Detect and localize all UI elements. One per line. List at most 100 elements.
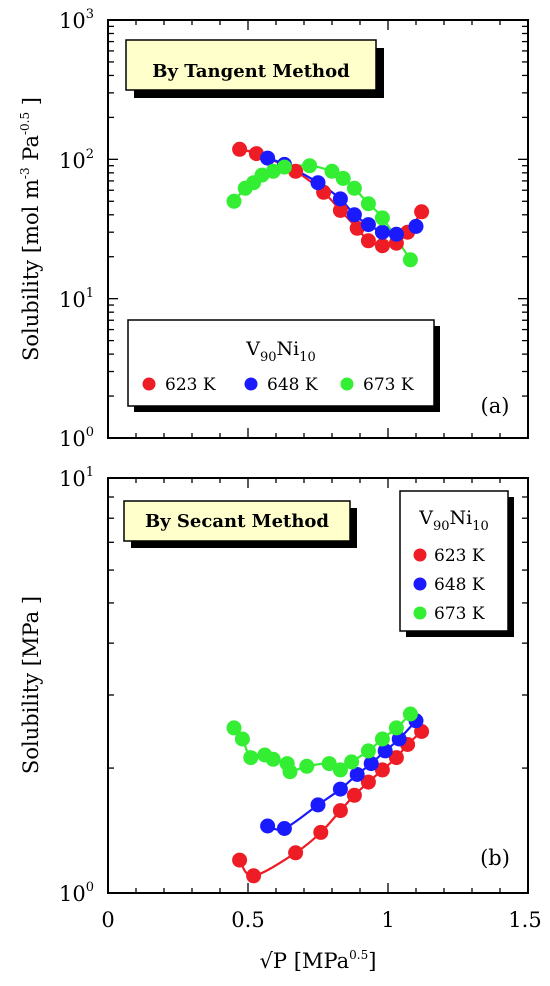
legend-label-b-623: 623 K <box>434 546 485 566</box>
data-point-b-623k <box>313 824 329 840</box>
data-point-a-673k <box>302 158 318 174</box>
data-point-a-648k <box>374 224 390 240</box>
legend-marker-a-648 <box>244 377 258 391</box>
legend-label-a-648: 648 K <box>267 375 318 395</box>
data-point-a-623k <box>232 141 248 157</box>
x-axis: 0 0.5 1 1.5 √P [MPa0.5] <box>101 908 541 973</box>
svg-text:By Secant Method: By Secant Method <box>145 511 329 532</box>
data-point-b-623k <box>360 774 376 790</box>
tick-marks-b <box>107 478 529 894</box>
data-point-a-673k <box>324 163 340 179</box>
tick-marks-a <box>107 20 529 439</box>
x-tick-label-0: 0 <box>101 908 114 932</box>
data-point-b-673k <box>299 758 315 774</box>
svg-text:100: 100 <box>59 880 94 906</box>
legend-a: V90Ni10 623 K 648 K 673 K <box>127 319 440 412</box>
data-point-a-648k <box>388 226 404 242</box>
svg-text:103: 103 <box>59 7 94 33</box>
data-point-b-623k <box>232 852 248 868</box>
data-point-b-673k <box>234 731 250 747</box>
legend-b: V90Ni10 623 K 648 K 673 K <box>399 490 514 637</box>
y-tick-label-a-10: 101 <box>59 286 94 312</box>
svg-text:101: 101 <box>59 286 94 312</box>
y-tick-label-b-10: 101 <box>59 465 94 491</box>
data-point-a-673k <box>276 159 292 175</box>
legend-marker-b-673 <box>413 606 427 620</box>
data-point-b-648k <box>276 821 292 836</box>
data-point-a-623k <box>414 204 430 220</box>
y-tick-label-a-1: 100 <box>59 425 94 451</box>
data-point-b-623k <box>246 868 262 884</box>
svg-text:102: 102 <box>59 147 94 173</box>
callout-a: By Tangent Method <box>125 39 384 98</box>
plot-frame-b <box>107 477 529 894</box>
plot-frame-a <box>107 19 529 439</box>
panel-a: 103 102 101 100 Solubility [mol m-3 Pa-0… <box>18 7 529 451</box>
data-point-b-673k <box>282 764 298 780</box>
data-point-a-673k <box>226 193 242 209</box>
legend-label-b-648: 648 K <box>434 575 485 595</box>
data-point-b-673k <box>332 762 348 778</box>
data-point-a-623k <box>332 202 348 218</box>
legend-marker-b-623 <box>413 548 427 562</box>
legend-marker-a-673 <box>340 377 354 391</box>
legend-label-b-673: 673 K <box>434 604 485 624</box>
data-point-b-673k <box>374 731 390 747</box>
data-point-b-673k <box>321 756 337 772</box>
data-point-a-673k <box>346 180 362 196</box>
data-point-a-623k <box>374 238 390 254</box>
data-point-b-648k <box>349 767 365 782</box>
y-axis-title-b: Solubility [MPa ] <box>19 596 43 774</box>
data-point-b-673k <box>265 751 281 767</box>
x-tick-label-1.5: 1.5 <box>508 908 541 932</box>
legend-marker-b-648 <box>413 577 427 591</box>
svg-text:101: 101 <box>59 465 94 491</box>
data-point-a-648k <box>360 217 376 233</box>
data-point-b-673k <box>360 743 376 759</box>
legend-title-b: V90Ni10 <box>418 507 489 534</box>
data-point-b-648k <box>363 756 379 772</box>
data-point-a-648k <box>346 207 362 223</box>
data-point-a-673k <box>360 196 376 212</box>
data-point-b-673k <box>388 720 404 736</box>
data-point-b-673k <box>243 750 259 766</box>
data-point-b-648k <box>260 818 276 834</box>
legend-label-a-623: 623 K <box>165 375 216 395</box>
legend-label-a-673: 673 K <box>363 375 414 395</box>
y-axis-title-a: Solubility [mol m-3 Pa-0.5 ] <box>18 97 43 361</box>
data-point-b-623k <box>288 845 304 861</box>
callout-b: By Secant Method <box>123 500 357 548</box>
data-point-a-648k <box>408 218 424 234</box>
data-point-b-673k <box>226 720 242 736</box>
legend-marker-a-623 <box>142 377 156 391</box>
data-point-a-648k <box>332 191 348 207</box>
data-point-a-673k <box>335 170 351 186</box>
panel-label-b: (b) <box>480 846 510 870</box>
data-points-b <box>226 706 430 884</box>
panel-label-a: (a) <box>481 394 510 418</box>
data-point-b-648k <box>310 797 326 813</box>
y-tick-label-a-1000: 103 <box>59 7 94 33</box>
data-point-a-648k <box>260 150 276 166</box>
svg-text:By Tangent Method: By Tangent Method <box>152 61 350 82</box>
x-axis-title: √P [MPa0.5] <box>260 948 377 973</box>
data-point-b-623k <box>388 750 404 766</box>
data-point-a-648k <box>310 175 326 191</box>
y-tick-label-b-1: 100 <box>59 880 94 906</box>
data-points-a <box>226 141 430 268</box>
panel-b: 101 100 Solubility [MPa ] By Secant Meth… <box>19 465 529 906</box>
svg-text:100: 100 <box>59 425 94 451</box>
data-point-b-623k <box>332 803 348 819</box>
data-point-a-673k <box>374 210 390 226</box>
legend-title-a: V90Ni10 <box>245 338 316 365</box>
data-point-b-648k <box>332 781 348 797</box>
data-point-a-623k <box>360 233 376 249</box>
data-point-b-673k <box>402 706 418 722</box>
x-tick-label-1: 1 <box>381 908 394 932</box>
data-point-b-623k <box>374 762 390 778</box>
svg-text:Solubility [mol m-3 Pa-0.5 ]: Solubility [mol m-3 Pa-0.5 ] <box>18 97 43 361</box>
data-point-b-623k <box>346 787 362 803</box>
data-point-b-648k <box>377 743 393 759</box>
y-tick-label-a-100: 102 <box>59 147 94 173</box>
